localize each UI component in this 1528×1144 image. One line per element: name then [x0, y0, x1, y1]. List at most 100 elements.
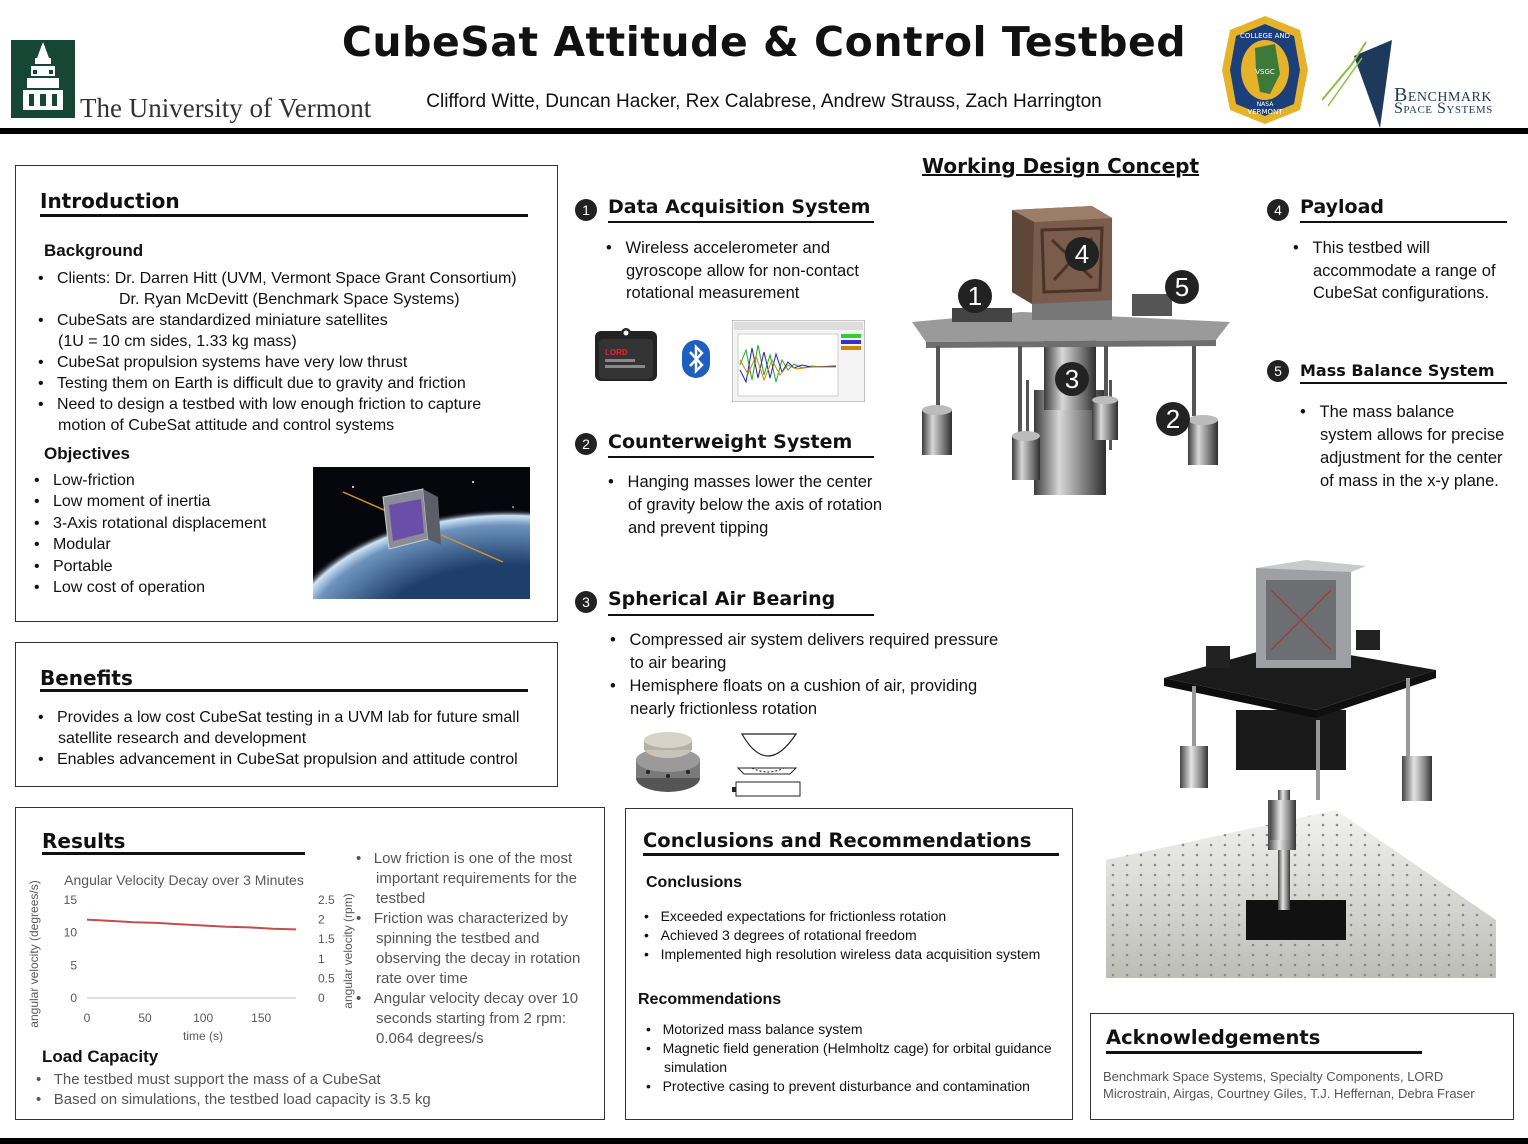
list-item: • Magnetic field generation (Helmholtz c…	[646, 1040, 1052, 1075]
bss-name-line1: Benchmark	[1394, 84, 1492, 106]
list-item: • This testbed will accommodate a range …	[1293, 239, 1496, 302]
cubesat-orbit-image	[313, 467, 530, 599]
list-item: (1U = 10 cm sides, 1.33 kg mass)	[58, 333, 297, 350]
objectives-heading: Objectives	[44, 444, 130, 463]
counterweight-list: • Hanging masses lower the center of gra…	[608, 471, 883, 540]
list-item: • Provides a low cost CubeSat testing in…	[38, 709, 520, 747]
y-tick-label: 5	[70, 958, 77, 972]
introduction-panel: Introduction Background • Clients: Dr. D…	[15, 165, 558, 622]
cad-label-4: 4	[1065, 237, 1099, 271]
x-tick-label: 150	[251, 1011, 271, 1025]
conclusions-subheading: Conclusions	[646, 874, 743, 891]
daq-list: • Wireless accelerometer and gyroscope a…	[606, 237, 886, 305]
cad-label-2: 2	[1156, 402, 1190, 436]
series-line	[86, 918, 297, 931]
air-bearing-rule	[608, 614, 874, 616]
accelerometer-icon: LORD	[593, 325, 659, 385]
list-item: • Protective casing to prevent disturban…	[646, 1078, 1030, 1094]
series-group	[86, 918, 297, 931]
chart-svg: Angular Velocity Decay over 3 Minutes 0 5…	[27, 872, 355, 1043]
list-item: • Angular velocity decay over 10 seconds…	[356, 990, 579, 1047]
bss-name-line2: Space Systems	[1394, 100, 1493, 117]
payload-list: • This testbed will accommodate a range …	[1293, 237, 1515, 305]
data-plot-screenshot	[731, 319, 866, 403]
list-item: • Hanging masses lower the center of gra…	[608, 473, 883, 537]
y-right-tick-label: 2.5	[318, 893, 335, 907]
results-list: • Low friction is one of the most import…	[356, 849, 596, 1049]
list-item: • Clients: Dr. Darren Hitt (UVM, Vermont…	[38, 270, 517, 287]
recommendations-list: • Motorized mass balance system • Magnet…	[646, 1020, 1056, 1096]
y-tick-label: 0	[70, 991, 77, 1005]
list-item: • Modular	[34, 536, 111, 554]
objectives-list: • Low-friction • Low moment of inertia •…	[34, 470, 314, 598]
daq-heading: Data Acquisition System	[608, 196, 871, 218]
benefits-rule	[40, 689, 528, 692]
background-list: • Clients: Dr. Darren Hitt (UVM, Vermont…	[38, 268, 548, 436]
y-right-tick-group: 0 0.5 1 1.5 2 2.5	[318, 893, 335, 1005]
list-item: • Low cost of operation	[34, 579, 206, 597]
list-item: • Compressed air system delivers require…	[610, 631, 999, 672]
benefits-panel: Benefits • Provides a low cost CubeSat t…	[15, 642, 558, 787]
air-bearing-photo-icon	[634, 730, 702, 796]
list-item: • Need to design a testbed with low enou…	[38, 396, 482, 413]
list-item: • Based on simulations, the testbed load…	[36, 1091, 431, 1108]
svg-text:VERMONT: VERMONT	[1247, 108, 1283, 116]
svg-text:LORD: LORD	[605, 348, 628, 357]
list-item: • Low moment of inertia	[34, 493, 211, 511]
x-tick-label: 50	[138, 1011, 152, 1025]
air-bearing-diagram-icon	[732, 730, 802, 798]
y-right-tick-label: 1	[318, 952, 325, 966]
x-tick-group: 0 50 100 150	[84, 1011, 272, 1025]
header-divider	[0, 128, 1528, 134]
list-item: Dr. Ryan McDevitt (Benchmark Space Syste…	[119, 291, 460, 308]
air-bearing-heading: Spherical Air Bearing	[608, 588, 836, 610]
mass-balance-heading: Mass Balance System	[1300, 361, 1495, 380]
list-item: • Enables advancement in CubeSat propuls…	[38, 751, 518, 768]
x-tick-label: 100	[193, 1011, 213, 1025]
angular-velocity-chart: Angular Velocity Decay over 3 Minutes 0 5…	[26, 868, 361, 1048]
y-axis-label: angular velocity (degrees/s)	[27, 880, 41, 1027]
list-item: • CubeSat propulsion systems have very l…	[38, 354, 408, 371]
cad-label-5: 5	[1165, 270, 1199, 304]
poster-title: CubeSat Attitude & Control Testbed	[341, 18, 1187, 66]
y-right-axis-label: angular velocity (rpm)	[341, 893, 355, 1008]
bss-logo-icon	[1321, 36, 1392, 128]
list-item: • The mass balance system allows for pre…	[1300, 403, 1505, 490]
conclusions-heading: Conclusions and Recommendations	[643, 829, 1032, 852]
svg-text:NASA: NASA	[1257, 101, 1275, 108]
list-item: • Achieved 3 degrees of rotational freed…	[644, 927, 917, 943]
load-capacity-heading: Load Capacity	[42, 1047, 159, 1066]
recommendations-subheading: Recommendations	[638, 991, 782, 1008]
cad-render-image	[912, 200, 1232, 495]
uvm-logo-icon	[11, 40, 75, 118]
list-item: • Implemented high resolution wireless d…	[644, 946, 1041, 962]
poster-authors: Clifford Witte, Duncan Hacker, Rex Calab…	[426, 91, 1102, 112]
air-bearing-list: • Compressed air system delivers require…	[610, 629, 1010, 721]
list-item: • Hemisphere floats on a cushion of air,…	[610, 677, 978, 718]
y-tick-group: 0 5 10 15	[64, 893, 78, 1005]
results-heading: Results	[42, 829, 126, 853]
background-heading: Background	[44, 241, 144, 260]
uvm-name: The University of Vermont	[80, 93, 372, 123]
list-item: • Friction was characterized by spinning…	[356, 910, 581, 987]
mass-balance-rule	[1300, 382, 1507, 384]
counterweight-heading: Counterweight System	[608, 431, 853, 453]
vsgc-seal-icon: COLLEGE AND VSGC NASA VERMONT	[1220, 14, 1310, 126]
x-axis-label: time (s)	[183, 1029, 223, 1043]
list-item: • Wireless accelerometer and gyroscope a…	[606, 239, 859, 302]
svg-text:COLLEGE AND: COLLEGE AND	[1240, 32, 1290, 40]
benefits-list: • Provides a low cost CubeSat testing in…	[38, 707, 538, 770]
acknowledgements-text: Benchmark Space Systems, Specialty Compo…	[1103, 1069, 1475, 1101]
list-item: motion of CubeSat attitude and control s…	[58, 417, 395, 434]
footer-divider	[0, 1138, 1528, 1144]
results-panel: Results Angular Velocity Decay over 3 Mi…	[15, 807, 605, 1120]
payload-number-badge: 4	[1267, 199, 1289, 221]
design-heading: Working Design Concept	[922, 154, 1200, 178]
list-item: • 3-Axis rotational displacement	[34, 514, 267, 532]
list-item: • Low friction is one of the most import…	[356, 850, 577, 907]
results-rule	[42, 852, 305, 855]
chart-title: Angular Velocity Decay over 3 Minutes	[64, 872, 304, 888]
svg-text:VSGC: VSGC	[1255, 68, 1275, 76]
y-right-tick-label: 0	[318, 991, 325, 1005]
list-item: • Low-friction	[34, 472, 135, 489]
